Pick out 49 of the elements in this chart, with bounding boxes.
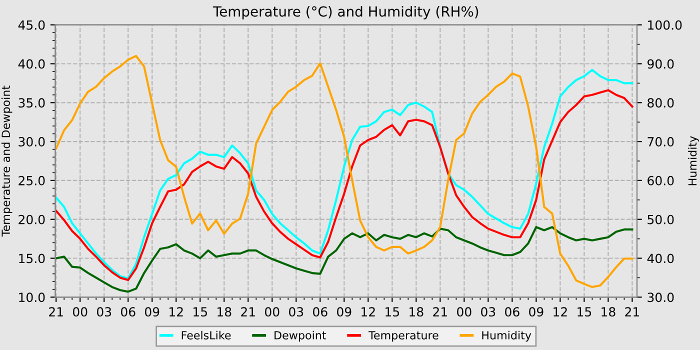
legend-label: Temperature	[368, 331, 438, 342]
x-tick-label: 18	[602, 307, 616, 317]
x-tick-label: 12	[170, 307, 183, 316]
x-tick-label: 09	[337, 307, 352, 317]
legend-label: Dewpoint	[274, 330, 326, 342]
x-tick-label: 15	[578, 307, 592, 317]
x-tick-label: 06	[313, 307, 328, 317]
line-series	[55, 226, 634, 293]
y2-tick-label: 60.0	[648, 176, 674, 186]
x-tick-label: 06	[505, 307, 520, 317]
y-axis-title: Temperature and Dewpoint	[1, 86, 12, 237]
x-tick-label: 03	[481, 307, 496, 317]
x-tick-label: 21	[241, 307, 255, 316]
x-tick-label: 18	[410, 307, 424, 317]
x-tick-label: 15	[194, 307, 207, 317]
x-tick-label: 09	[529, 307, 544, 317]
x-tick-label: 18	[218, 307, 232, 317]
x-tick-label: 09	[144, 307, 160, 317]
y2-tick-label: 70.0	[648, 137, 674, 146]
y2-tick-label: 90.0	[648, 59, 674, 69]
y-tick-label: 30.0	[18, 137, 45, 146]
y2-axis-title: Humidity	[688, 136, 699, 186]
x-tick-label: 03	[289, 307, 304, 317]
y-tick-label: 40.0	[18, 59, 45, 69]
x-tick-label: 00	[265, 307, 280, 317]
chart-title: Temperature (°C) and Humidity (RH%)	[212, 6, 478, 20]
y2-tick-label: 40.0	[647, 254, 674, 264]
x-tick-label: 00	[72, 307, 88, 317]
x-tick-label: 12	[554, 307, 567, 316]
x-tick-label: 06	[120, 307, 136, 317]
y-tick-label: 15.0	[19, 254, 45, 264]
y-tick-label: 35.0	[18, 98, 45, 108]
legend-label: Humidity	[482, 330, 532, 342]
y-tick-label: 45.0	[18, 20, 45, 30]
legend-label: FeelsLike	[182, 330, 231, 340]
y-tick-label: 20.0	[18, 214, 45, 224]
y2-tick-label: 50.0	[648, 214, 674, 224]
y2-tick-label: 100.0	[648, 20, 682, 30]
x-tick-label: 21	[49, 307, 63, 316]
x-tick-label: 12	[362, 307, 375, 316]
y2-tick-label: 30.0	[648, 292, 674, 302]
y-tick-label: 25.0	[18, 176, 45, 186]
x-tick-label: 21	[625, 307, 639, 316]
y-tick-label: 10.0	[19, 292, 45, 302]
x-tick-label: 21	[433, 307, 447, 316]
x-tick-label: 00	[457, 307, 472, 317]
y2-tick-label: 80.0	[648, 98, 674, 108]
x-tick-label: 03	[96, 307, 112, 317]
x-tick-label: 15	[386, 307, 400, 317]
